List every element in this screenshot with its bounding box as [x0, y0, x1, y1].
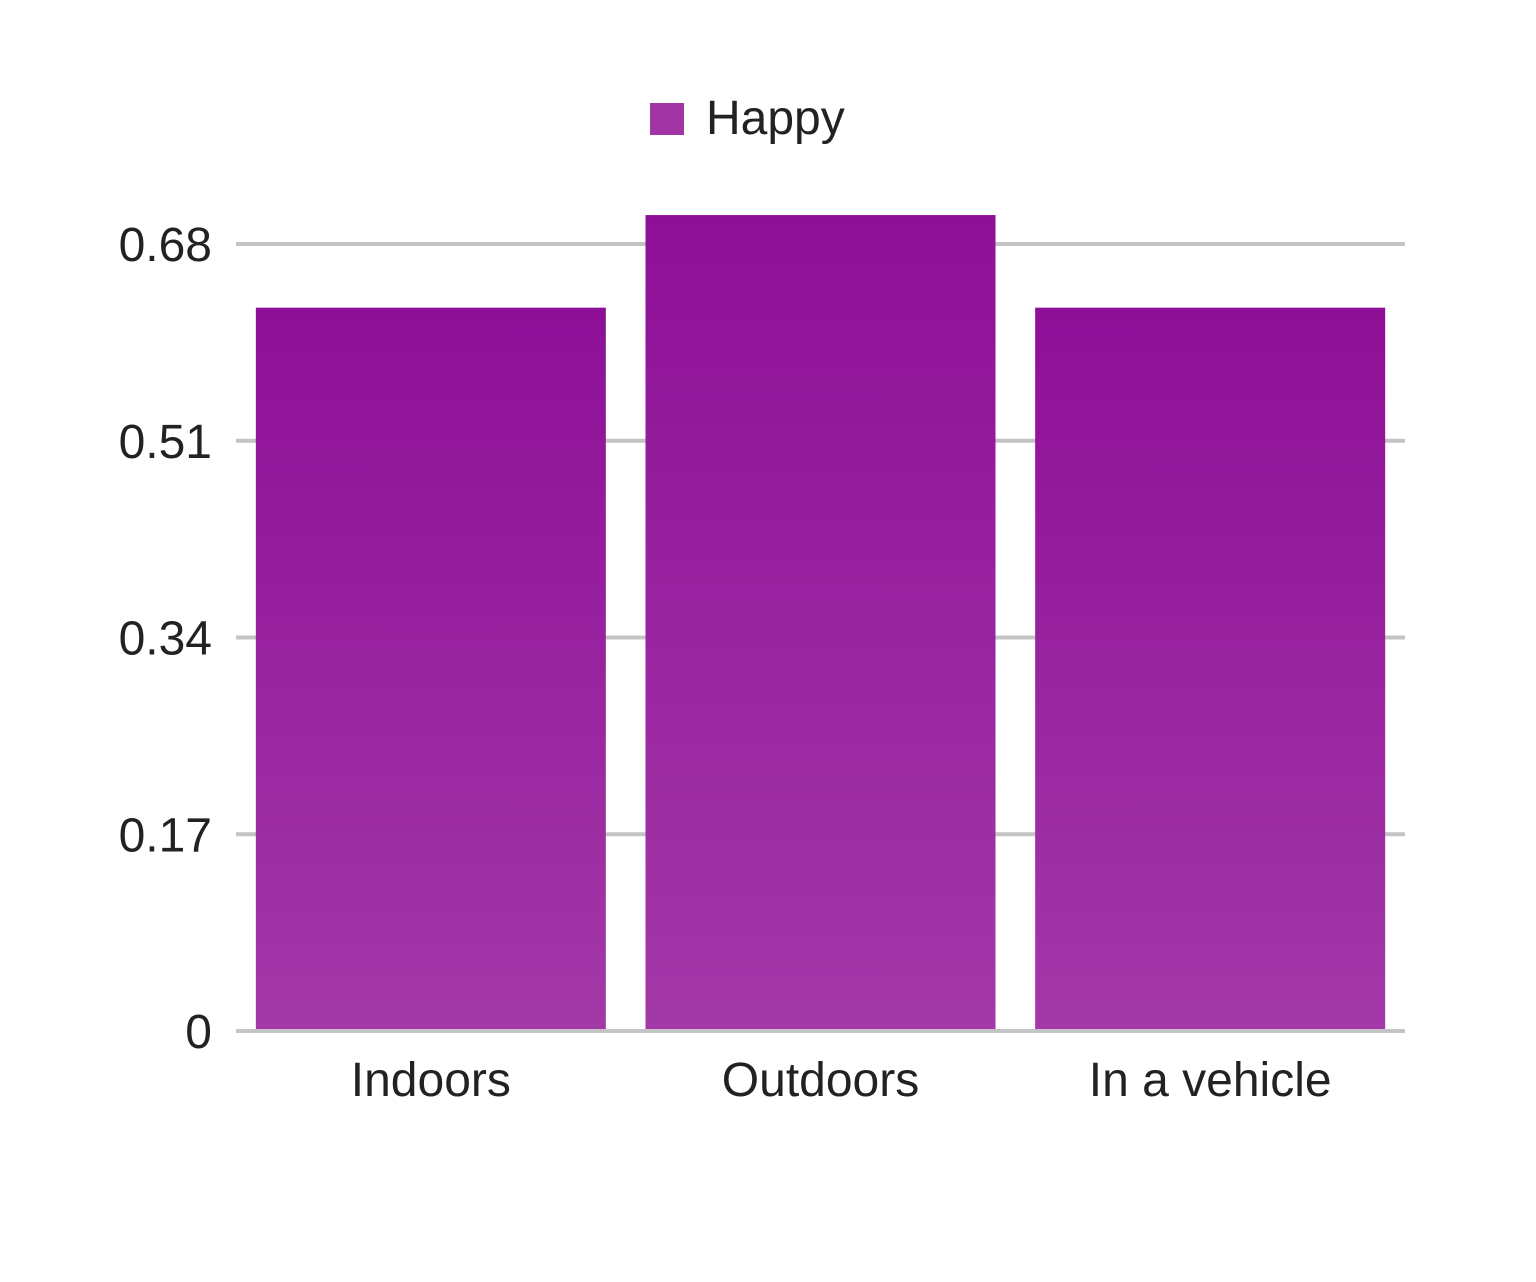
y-tick-label: 0.34	[119, 613, 212, 666]
x-tick-label: In a vehicle	[1089, 1054, 1332, 1107]
y-tick-label: 0.17	[119, 809, 212, 862]
legend: Happy	[650, 92, 845, 145]
bar-indoors	[255, 307, 606, 1031]
x-tick-label: Outdoors	[722, 1054, 919, 1107]
bars	[236, 215, 1405, 1033]
y-tick-label: 0	[185, 1006, 212, 1059]
y-tick-label: 0.68	[119, 219, 212, 272]
x-tick-label: Indoors	[351, 1054, 511, 1107]
bar-outdoors	[645, 215, 996, 1032]
x-axis-tick-labels: Indoors Outdoors In a vehicle	[351, 1054, 1332, 1107]
y-tick-label: 0.51	[119, 416, 212, 469]
y-axis-tick-labels: 0 0.17 0.34 0.51 0.68	[119, 219, 212, 1059]
legend-label-happy: Happy	[706, 92, 845, 145]
legend-swatch-happy	[650, 103, 684, 135]
bar-in-a-vehicle	[1035, 307, 1386, 1031]
